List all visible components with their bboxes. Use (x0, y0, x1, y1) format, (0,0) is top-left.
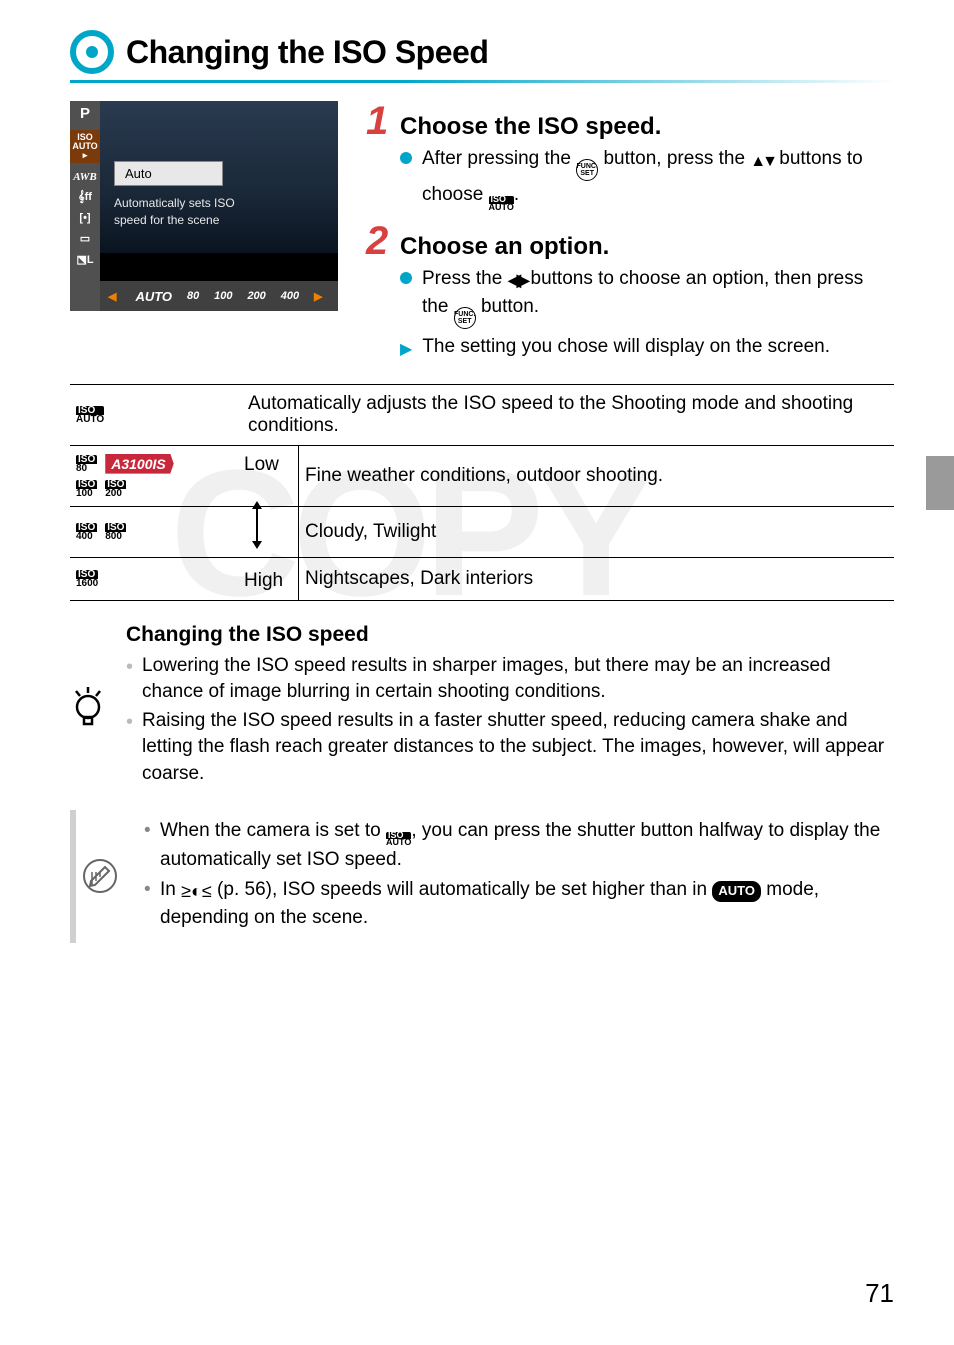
camera-iso-scale: ◀ AUTO 80 100 200 400 ▶ (100, 281, 338, 311)
table-row: ISO80 A3100IS ISO100 ISO200 Low Fine wea… (70, 446, 894, 506)
note-item: In ≥◐≤ (p. 56), ISO speeds will automati… (144, 877, 894, 931)
camera-selected-label: Auto (114, 161, 223, 186)
steps-list: 1 Choose the ISO speed. After pressing t… (366, 101, 894, 372)
auto-mode-icon: AUTO (712, 881, 761, 901)
camera-sidebar: P ISOAUTO ▸ AWB 𝄞ff [•] ▭ ⬔L (70, 101, 100, 311)
iso-80-chip-icon: ISO80 (76, 455, 97, 473)
iso-auto-chip-icon: ISOAUTO (76, 406, 104, 424)
page-number: 71 (865, 1278, 894, 1309)
step-title: Choose an option. (400, 233, 609, 261)
iso-reference-table: ISOAUTO Automatically adjusts the ISO sp… (70, 384, 894, 601)
section-title-bar: Changing the ISO Speed (70, 30, 894, 83)
bullet-icon (400, 272, 412, 284)
low-light-mode-icon: ≥◐≤ (181, 881, 212, 901)
step-1: 1 Choose the ISO speed. After pressing t… (366, 101, 894, 211)
title-bullet-icon (70, 30, 114, 74)
metering-icon: [•] (79, 212, 90, 224)
table-desc: Cloudy, Twilight (298, 507, 894, 557)
tip-title: Changing the ISO speed (126, 623, 894, 647)
iso-auto-icon: ISOAUTO (386, 832, 411, 847)
quality-icon: ⬔L (76, 253, 93, 266)
tip-item: Lowering the ISO speed results in sharpe… (126, 653, 894, 706)
aspect-icon: ▭ (80, 232, 90, 245)
note-pencil-icon (76, 818, 124, 936)
step-2: 2 Choose an option. Press the ◀▶ buttons… (366, 221, 894, 361)
iso-200-chip-icon: ISO200 (105, 480, 126, 498)
level-high-label: High (242, 558, 298, 600)
note-item: When the camera is set to ISOAUTO, you c… (144, 818, 894, 874)
section-title: Changing the ISO Speed (126, 34, 488, 71)
table-desc: Nightscapes, Dark interiors (298, 558, 894, 600)
step-text: After pressing the FUNC.SET button, pres… (422, 145, 894, 211)
step-number: 2 (366, 221, 394, 261)
hint-lightbulb-icon (70, 623, 106, 790)
mode-p-icon: P (80, 105, 90, 122)
func-set-icon: FUNC.SET (576, 159, 598, 181)
iso-auto-icon: ISOAUTO (489, 196, 514, 211)
level-low-label: Low (242, 446, 298, 506)
step-text: Press the ◀▶ buttons to choose an option… (422, 265, 894, 329)
table-row: ISO1600 High Nightscapes, Dark interiors (70, 557, 894, 601)
low-high-arrow-icon (250, 501, 264, 549)
tip-item: Raising the ISO speed results in a faste… (126, 708, 894, 788)
iso-800-chip-icon: ISO800 (105, 523, 126, 541)
up-down-arrows-icon: ▲▼ (750, 153, 774, 170)
model-tag: A3100IS (105, 454, 173, 474)
scale-400: 400 (281, 290, 299, 302)
result-arrow-icon: ▶ (400, 338, 412, 361)
level-arrow (242, 507, 298, 557)
camera-screenshot: P ISOAUTO ▸ AWB 𝄞ff [•] ▭ ⬔L Auto Automa… (70, 101, 338, 311)
iso-1600-chip-icon: ISO1600 (76, 570, 98, 588)
table-row-auto: ISOAUTO Automatically adjusts the ISO sp… (70, 385, 894, 446)
scale-100: 100 (214, 290, 232, 302)
scale-80: 80 (187, 290, 199, 302)
tip-section: Changing the ISO speed Lowering the ISO … (70, 623, 894, 790)
iso-400-chip-icon: ISO400 (76, 523, 97, 541)
scale-auto: AUTO (135, 289, 172, 304)
note-section: When the camera is set to ISOAUTO, you c… (70, 810, 894, 944)
table-desc: Fine weather conditions, outdoor shootin… (298, 446, 894, 506)
off-icon: 𝄞ff (78, 191, 92, 204)
func-set-icon: FUNC.SET (454, 307, 476, 329)
chapter-tab (926, 456, 954, 510)
step-result-text: The setting you chose will display on th… (422, 333, 830, 361)
table-desc: Automatically adjusts the ISO speed to t… (242, 385, 894, 445)
table-row: ISO400 ISO800 Cloudy, Twilight (70, 506, 894, 557)
awb-icon: AWB (73, 171, 96, 183)
scale-right-arrow-icon: ▶ (314, 290, 322, 303)
iso-100-chip-icon: ISO100 (76, 480, 97, 498)
scale-200: 200 (247, 290, 265, 302)
iso-auto-selected-icon: ISOAUTO ▸ (70, 130, 100, 163)
step-number: 1 (366, 101, 394, 141)
bullet-icon (400, 152, 412, 164)
step-title: Choose the ISO speed. (400, 113, 661, 141)
left-right-arrows-icon: ◀▶ (508, 270, 526, 290)
camera-description: Automatically sets ISO speed for the sce… (114, 195, 235, 229)
scale-left-arrow-icon: ◀ (108, 290, 116, 303)
